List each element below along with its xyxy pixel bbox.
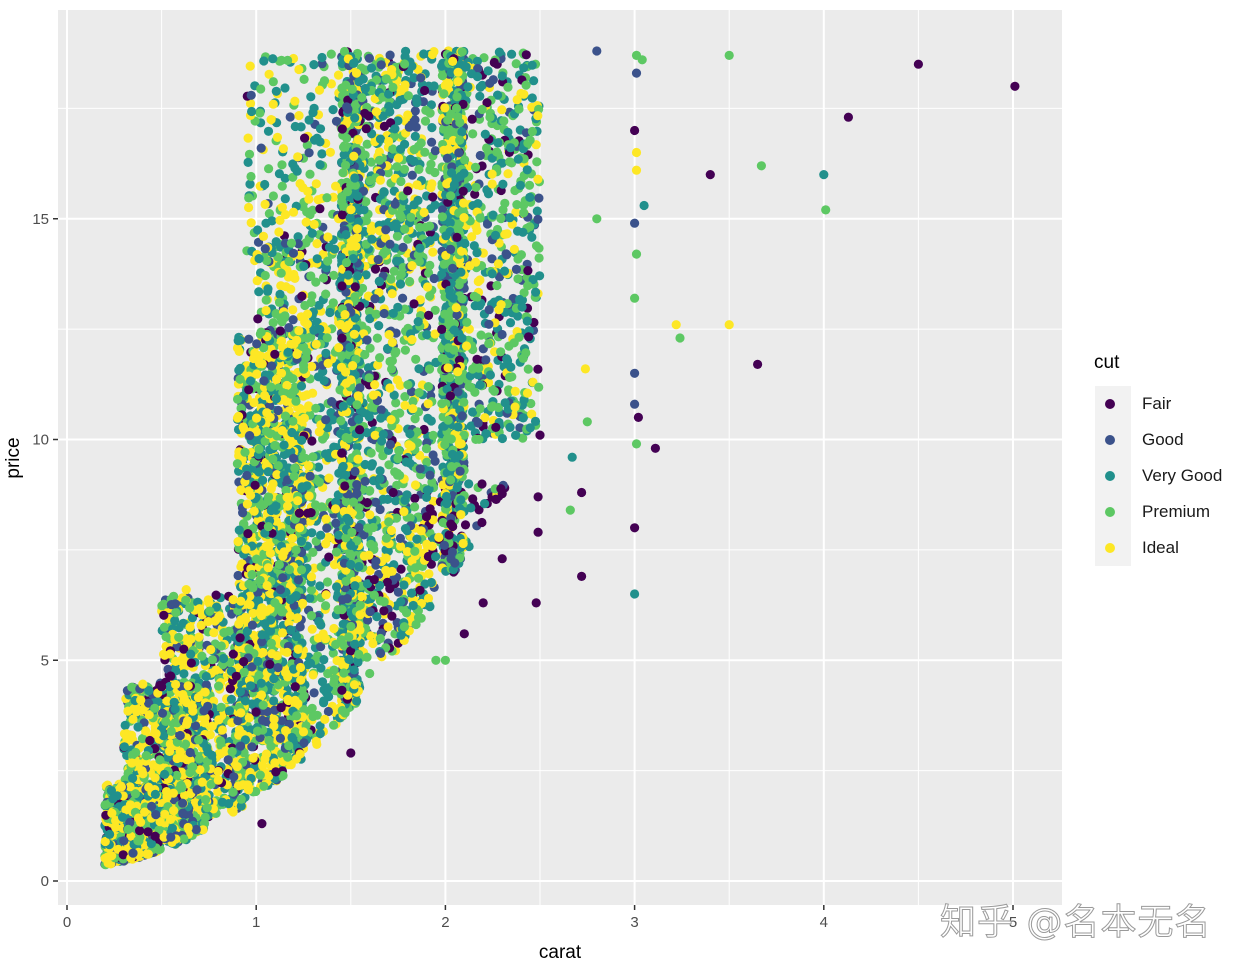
legend-item-fair: Fair [1092,386,1240,422]
fair-dot-icon [1105,399,1115,409]
y-axis-title: price [3,437,24,478]
legend-label: Fair [1142,394,1172,413]
data-points [100,46,1020,870]
legend-item-very-good: Very Good [1092,458,1240,494]
very-good-dot-icon [1105,471,1115,481]
legend-item-premium: Premium [1092,494,1240,530]
legend: cut Fair Good Very Good Premium Ideal [1092,352,1240,566]
good-dot-icon [1105,435,1115,445]
legend-label: Good [1142,430,1184,449]
legend-title: cut [1094,352,1120,373]
legend-item-good: Good [1092,422,1240,458]
x-axis-title: carat [539,942,582,963]
legend-label: Ideal [1142,538,1179,557]
legend-label: Very Good [1142,466,1223,485]
watermark: 知乎 @名本无名 [939,902,1212,944]
legend-item-ideal: Ideal [1092,530,1240,566]
ideal-dot-icon [1105,543,1115,553]
premium-dot-icon [1105,507,1115,517]
legend-label: Premium [1142,502,1211,521]
